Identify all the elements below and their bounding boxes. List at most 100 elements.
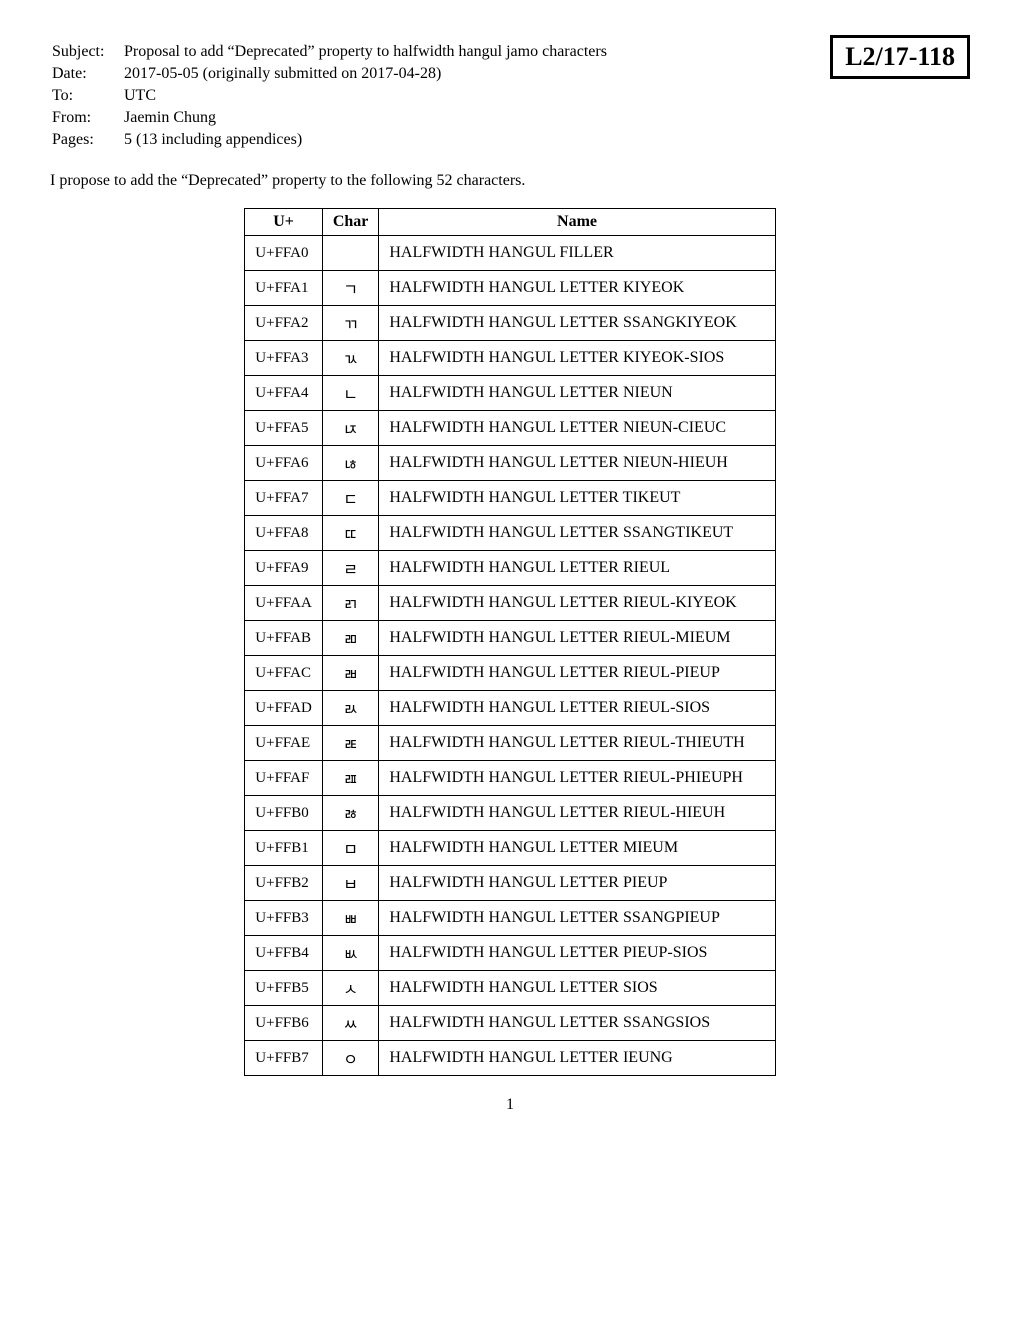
cell-name: HALFWIDTH HANGUL LETTER SSANGTIKEUT bbox=[379, 516, 775, 551]
cell-name: HALFWIDTH HANGUL LETTER RIEUL-SIOS bbox=[379, 691, 775, 726]
cell-codepoint: U+FFA1 bbox=[245, 271, 323, 306]
cell-codepoint: U+FFA2 bbox=[245, 306, 323, 341]
subject-label: Subject: bbox=[52, 42, 122, 62]
cell-codepoint: U+FFA8 bbox=[245, 516, 323, 551]
table-row: U+FFA6ﾦHALFWIDTH HANGUL LETTER NIEUN-HIE… bbox=[245, 446, 775, 481]
cell-codepoint: U+FFB0 bbox=[245, 796, 323, 831]
cell-char: ﾤ bbox=[322, 376, 379, 411]
cell-name: HALFWIDTH HANGUL LETTER RIEUL-THIEUTH bbox=[379, 726, 775, 761]
cell-name: HALFWIDTH HANGUL LETTER NIEUN bbox=[379, 376, 775, 411]
cell-char: ﾧ bbox=[322, 481, 379, 516]
cell-name: HALFWIDTH HANGUL LETTER NIEUN-CIEUC bbox=[379, 411, 775, 446]
cell-codepoint: U+FFB5 bbox=[245, 971, 323, 1006]
cell-codepoint: U+FFA4 bbox=[245, 376, 323, 411]
cell-name: HALFWIDTH HANGUL LETTER RIEUL bbox=[379, 551, 775, 586]
cell-char: ﾪ bbox=[322, 586, 379, 621]
table-row: U+FFAFﾯHALFWIDTH HANGUL LETTER RIEUL-PHI… bbox=[245, 761, 775, 796]
col-header-u: U+ bbox=[245, 209, 323, 236]
date-label: Date: bbox=[52, 64, 122, 84]
cell-codepoint: U+FFB6 bbox=[245, 1006, 323, 1041]
table-row: U+FFA9ﾩHALFWIDTH HANGUL LETTER RIEUL bbox=[245, 551, 775, 586]
cell-codepoint: U+FFA9 bbox=[245, 551, 323, 586]
page-number: 1 bbox=[50, 1096, 970, 1114]
cell-name: HALFWIDTH HANGUL LETTER RIEUL-HIEUH bbox=[379, 796, 775, 831]
cell-codepoint: U+FFA7 bbox=[245, 481, 323, 516]
cell-char: ﾲ bbox=[322, 866, 379, 901]
to-label: To: bbox=[52, 86, 122, 106]
table-row: U+FFB6ﾶHALFWIDTH HANGUL LETTER SSANGSIOS bbox=[245, 1006, 775, 1041]
cell-name: HALFWIDTH HANGUL LETTER SSANGPIEUP bbox=[379, 901, 775, 936]
cell-char: ﾷ bbox=[322, 1041, 379, 1076]
cell-codepoint: U+FFB3 bbox=[245, 901, 323, 936]
cell-codepoint: U+FFA0 bbox=[245, 236, 323, 271]
cell-char: ﾵ bbox=[322, 971, 379, 1006]
cell-name: HALFWIDTH HANGUL LETTER RIEUL-PIEUP bbox=[379, 656, 775, 691]
table-row: U+FFB5ﾵHALFWIDTH HANGUL LETTER SIOS bbox=[245, 971, 775, 1006]
header-metadata: Subject: Proposal to add “Deprecated” pr… bbox=[50, 40, 609, 152]
cell-name: HALFWIDTH HANGUL LETTER KIYEOK bbox=[379, 271, 775, 306]
cell-codepoint: U+FFA5 bbox=[245, 411, 323, 446]
table-row: U+FFA4ﾤHALFWIDTH HANGUL LETTER NIEUN bbox=[245, 376, 775, 411]
subject-value: Proposal to add “Deprecated” property to… bbox=[124, 42, 607, 62]
cell-codepoint: U+FFAC bbox=[245, 656, 323, 691]
from-label: From: bbox=[52, 108, 122, 128]
cell-name: HALFWIDTH HANGUL LETTER RIEUL-PHIEUPH bbox=[379, 761, 775, 796]
cell-char: ﾩ bbox=[322, 551, 379, 586]
table-row: U+FFB4ﾴHALFWIDTH HANGUL LETTER PIEUP-SIO… bbox=[245, 936, 775, 971]
cell-char: ﾣ bbox=[322, 341, 379, 376]
cell-codepoint: U+FFA6 bbox=[245, 446, 323, 481]
cell-codepoint: U+FFAF bbox=[245, 761, 323, 796]
table-row: U+FFA1ﾡHALFWIDTH HANGUL LETTER KIYEOK bbox=[245, 271, 775, 306]
col-header-name: Name bbox=[379, 209, 775, 236]
table-row: U+FFA3ﾣHALFWIDTH HANGUL LETTER KIYEOK-SI… bbox=[245, 341, 775, 376]
table-row: U+FFADﾭHALFWIDTH HANGUL LETTER RIEUL-SIO… bbox=[245, 691, 775, 726]
table-row: U+FFA2ﾢHALFWIDTH HANGUL LETTER SSANGKIYE… bbox=[245, 306, 775, 341]
table-row: U+FFB0ﾰHALFWIDTH HANGUL LETTER RIEUL-HIE… bbox=[245, 796, 775, 831]
cell-name: HALFWIDTH HANGUL LETTER KIYEOK-SIOS bbox=[379, 341, 775, 376]
cell-char: ﾨ bbox=[322, 516, 379, 551]
to-value: UTC bbox=[124, 86, 607, 106]
document-id-badge: L2/17-118 bbox=[830, 35, 970, 79]
cell-char: ﾰ bbox=[322, 796, 379, 831]
table-row: U+FFB3ﾳHALFWIDTH HANGUL LETTER SSANGPIEU… bbox=[245, 901, 775, 936]
table-row: U+FFAEﾮHALFWIDTH HANGUL LETTER RIEUL-THI… bbox=[245, 726, 775, 761]
table-row: U+FFA7ﾧHALFWIDTH HANGUL LETTER TIKEUT bbox=[245, 481, 775, 516]
intro-paragraph: I propose to add the “Deprecated” proper… bbox=[50, 172, 970, 190]
date-value: 2017-05-05 (originally submitted on 2017… bbox=[124, 64, 607, 84]
cell-name: HALFWIDTH HANGUL LETTER TIKEUT bbox=[379, 481, 775, 516]
table-row: U+FFACﾬHALFWIDTH HANGUL LETTER RIEUL-PIE… bbox=[245, 656, 775, 691]
pages-label: Pages: bbox=[52, 130, 122, 150]
cell-codepoint: U+FFB2 bbox=[245, 866, 323, 901]
cell-codepoint: U+FFA3 bbox=[245, 341, 323, 376]
cell-name: HALFWIDTH HANGUL LETTER IEUNG bbox=[379, 1041, 775, 1076]
cell-char: ﾡ bbox=[322, 271, 379, 306]
cell-codepoint: U+FFAE bbox=[245, 726, 323, 761]
cell-name: HALFWIDTH HANGUL LETTER SSANGKIYEOK bbox=[379, 306, 775, 341]
cell-name: HALFWIDTH HANGUL LETTER MIEUM bbox=[379, 831, 775, 866]
cell-name: HALFWIDTH HANGUL LETTER SSANGSIOS bbox=[379, 1006, 775, 1041]
pages-value: 5 (13 including appendices) bbox=[124, 130, 607, 150]
cell-char: ﾥ bbox=[322, 411, 379, 446]
table-row: U+FFA5ﾥHALFWIDTH HANGUL LETTER NIEUN-CIE… bbox=[245, 411, 775, 446]
cell-name: HALFWIDTH HANGUL LETTER RIEUL-MIEUM bbox=[379, 621, 775, 656]
cell-char: ﾭ bbox=[322, 691, 379, 726]
table-row: U+FFB7ﾷHALFWIDTH HANGUL LETTER IEUNG bbox=[245, 1041, 775, 1076]
cell-char: ﾦ bbox=[322, 446, 379, 481]
table-row: U+FFA8ﾨHALFWIDTH HANGUL LETTER SSANGTIKE… bbox=[245, 516, 775, 551]
cell-char: ﾠ bbox=[322, 236, 379, 271]
cell-codepoint: U+FFAD bbox=[245, 691, 323, 726]
table-row: U+FFAAﾪHALFWIDTH HANGUL LETTER RIEUL-KIY… bbox=[245, 586, 775, 621]
cell-char: ﾯ bbox=[322, 761, 379, 796]
table-row: U+FFB2ﾲHALFWIDTH HANGUL LETTER PIEUP bbox=[245, 866, 775, 901]
cell-char: ﾢ bbox=[322, 306, 379, 341]
cell-char: ﾫ bbox=[322, 621, 379, 656]
cell-char: ﾮ bbox=[322, 726, 379, 761]
col-header-char: Char bbox=[322, 209, 379, 236]
cell-char: ﾬ bbox=[322, 656, 379, 691]
cell-char: ﾱ bbox=[322, 831, 379, 866]
cell-codepoint: U+FFB7 bbox=[245, 1041, 323, 1076]
cell-codepoint: U+FFB1 bbox=[245, 831, 323, 866]
cell-char: ﾴ bbox=[322, 936, 379, 971]
cell-name: HALFWIDTH HANGUL LETTER PIEUP bbox=[379, 866, 775, 901]
cell-name: HALFWIDTH HANGUL LETTER SIOS bbox=[379, 971, 775, 1006]
